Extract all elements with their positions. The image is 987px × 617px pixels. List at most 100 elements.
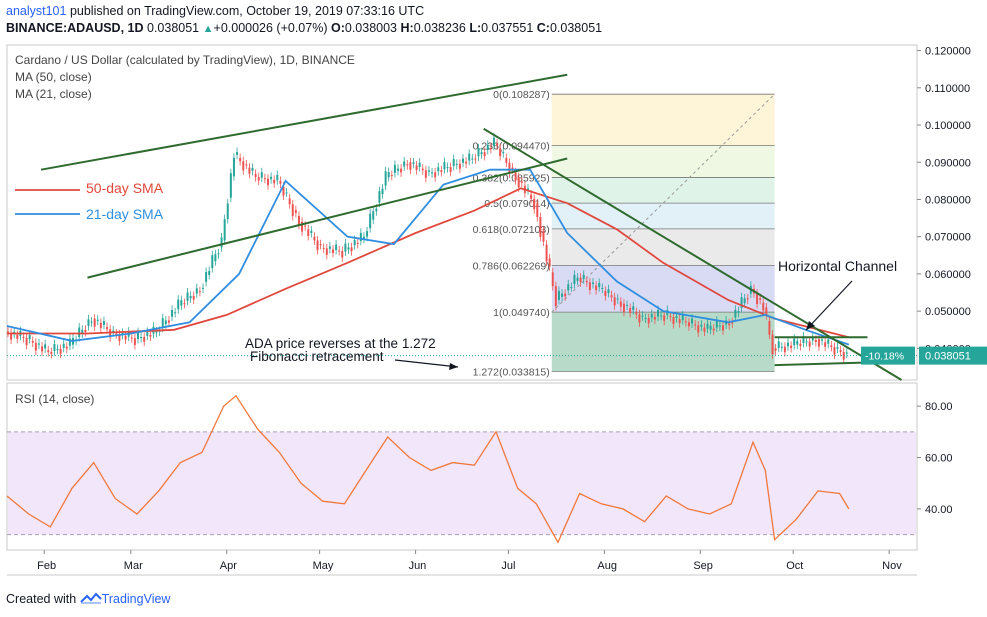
fib-zone (551, 228, 775, 266)
candle-body (359, 232, 362, 241)
channel-annotation-arrow (805, 280, 853, 331)
candle-body (728, 323, 731, 326)
candle-body (90, 321, 93, 323)
channel-annotation: Horizontal Channel (778, 258, 897, 274)
candle-body (393, 164, 396, 173)
candle-body (313, 236, 316, 241)
candle-body (802, 336, 805, 344)
footer: Created with TradingView (6, 592, 170, 606)
candle-body (644, 318, 647, 320)
candle-body (96, 319, 99, 321)
candle-body (468, 153, 471, 161)
candle-body (332, 249, 334, 253)
candle-body (10, 332, 13, 340)
sma21-line (6, 168, 850, 346)
candle-body (322, 247, 325, 249)
candle-body (632, 306, 635, 311)
candle-body (102, 321, 105, 325)
tradingview-logo-icon (79, 592, 102, 604)
candle-body (579, 277, 582, 283)
candle-body (192, 295, 195, 300)
candle-body (149, 334, 152, 337)
candle-body (115, 333, 118, 335)
candle-body (400, 168, 403, 173)
candle-body (759, 298, 762, 300)
candle-body (279, 180, 282, 184)
candle-body (248, 167, 251, 174)
fib-zone (551, 312, 775, 372)
candle-body (557, 290, 560, 300)
candle-body (387, 172, 390, 178)
candle-body (734, 309, 737, 318)
candle-body (551, 272, 554, 287)
candle-body (700, 324, 703, 327)
candle-body (440, 170, 443, 173)
candle-body (715, 320, 718, 328)
candle-body (366, 231, 369, 237)
candle-body (657, 309, 659, 317)
fib-reversal-annotation-2: Fibonacci retracement (250, 349, 384, 364)
candle-body (99, 322, 102, 328)
candle-body (449, 167, 452, 172)
candle-body (833, 347, 836, 355)
candle-body (703, 327, 706, 332)
candle-body (44, 344, 47, 349)
candle-body (164, 320, 167, 325)
candle-body (722, 325, 724, 331)
candle-body (762, 302, 765, 311)
rsi-legend: RSI (14, close) (15, 392, 95, 406)
candle-body (545, 244, 548, 262)
candle-body (328, 246, 331, 249)
candle-body (474, 158, 477, 160)
candle-body (740, 297, 743, 308)
candle-body (412, 162, 415, 164)
candle-body (427, 170, 430, 172)
fib-level-label: 0.236(0.094470) (473, 141, 550, 153)
candle-body (718, 325, 721, 327)
candle-body (245, 164, 248, 166)
candle-body (403, 161, 406, 167)
candle-body (499, 148, 502, 157)
candle-body (554, 286, 557, 306)
x-tick-label: May (313, 560, 334, 572)
price-change: +0.000026 (+0.07%) (213, 21, 328, 35)
candle-body (282, 186, 285, 196)
author-link[interactable]: analyst101 (6, 4, 67, 18)
candle-body (353, 240, 356, 246)
candle-body (787, 342, 789, 347)
x-tick-label: Nov (882, 560, 902, 572)
candle-body (517, 177, 520, 188)
last-price: 0.038051 (147, 21, 200, 35)
close-value: 0.038051 (549, 21, 603, 35)
x-tick-label: Aug (597, 560, 617, 572)
candle-body (288, 198, 291, 205)
fib-level-label: 0(0.108287) (493, 89, 550, 101)
candle-body (167, 320, 170, 323)
candle-body (217, 253, 220, 255)
y-tick-label: 0.070000 (925, 232, 971, 244)
candle-body (462, 158, 464, 163)
candle-body (712, 328, 715, 331)
fib-level-label: 1(0.049740) (493, 307, 550, 319)
fib-level-label: 0.618(0.072103) (473, 224, 550, 236)
candle-body (489, 147, 492, 149)
tradingview-link[interactable]: TradingView (101, 592, 171, 606)
candle-body (171, 310, 174, 317)
x-tick-label: Jun (409, 560, 427, 572)
candle-body (592, 282, 594, 285)
x-tick-label: Jul (501, 560, 515, 572)
high-value: 0.038236 (413, 21, 466, 35)
rsi-line (6, 394, 850, 544)
candle-body (220, 237, 223, 248)
candle-body (821, 339, 824, 341)
last-price-box (919, 346, 987, 365)
candle-body (675, 316, 678, 319)
candle-body (304, 225, 307, 227)
candle-body (511, 167, 514, 170)
candle-body (31, 340, 34, 343)
candle-body (824, 342, 827, 347)
candle-body (183, 303, 186, 305)
candle-body (34, 342, 37, 351)
candle-body (492, 137, 495, 146)
